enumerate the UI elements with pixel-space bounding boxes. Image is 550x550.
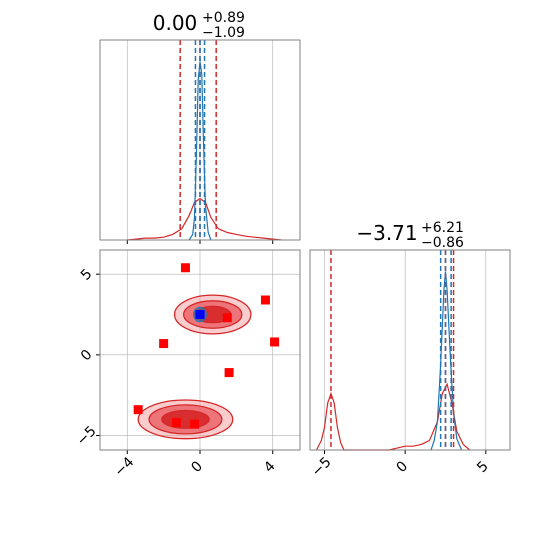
histogram-param-0-frame xyxy=(99,39,301,241)
red-histogram-line xyxy=(315,382,471,451)
title-param-0-main: 0.00 xyxy=(153,11,198,35)
red-square-marker xyxy=(222,313,232,323)
y-tick-label-param-1: 5 xyxy=(78,266,96,284)
red-square-marker xyxy=(171,418,181,428)
blue-histogram-line xyxy=(188,61,212,241)
title-param-1-sup: +6.21 xyxy=(421,220,464,236)
histogram-param-1-frame xyxy=(309,249,511,451)
x-tick-label-param-0: 0 xyxy=(188,458,206,476)
x-tick-label-param-1: 0 xyxy=(394,458,412,476)
title-param-1-sub: −0.86 xyxy=(421,235,464,251)
histogram-param-1: −5 0 5 xyxy=(309,249,511,480)
red-square-marker xyxy=(260,295,270,305)
contour-mode-2-level-2 xyxy=(161,409,210,429)
red-square-marker xyxy=(224,368,234,378)
red-square-marker xyxy=(190,419,200,429)
y-tick-label-param-1: −5 xyxy=(74,423,100,449)
red-square-marker xyxy=(159,339,169,349)
red-square-marker xyxy=(270,337,280,347)
y-tick-label-param-1: 0 xyxy=(78,347,96,365)
blue-square-marker xyxy=(195,310,205,320)
x-tick-label-param-0: −4 xyxy=(111,454,137,480)
title-param-1-main: −3.71 xyxy=(356,221,417,245)
red-square-marker xyxy=(133,405,143,415)
title-param-0-sup: +0.89 xyxy=(202,10,245,26)
histogram-param-0 xyxy=(99,39,301,244)
title-param-1: −3.71 +6.21 −0.86 xyxy=(356,220,464,251)
title-param-0-sub: −1.09 xyxy=(202,25,245,41)
x-tick-label-param-1: −5 xyxy=(309,454,335,480)
red-square-marker xyxy=(180,263,190,273)
joint-distribution-panel: −4 0 4 −5 0 5 xyxy=(74,249,301,480)
blue-histogram-line xyxy=(430,271,463,451)
title-param-0: 0.00 +0.89 −1.09 xyxy=(153,10,245,41)
joint-distribution-frame xyxy=(99,249,301,451)
x-tick-label-param-1: 5 xyxy=(474,458,492,476)
red-histogram-line xyxy=(127,197,282,241)
x-tick-label-param-0: 4 xyxy=(261,458,279,476)
